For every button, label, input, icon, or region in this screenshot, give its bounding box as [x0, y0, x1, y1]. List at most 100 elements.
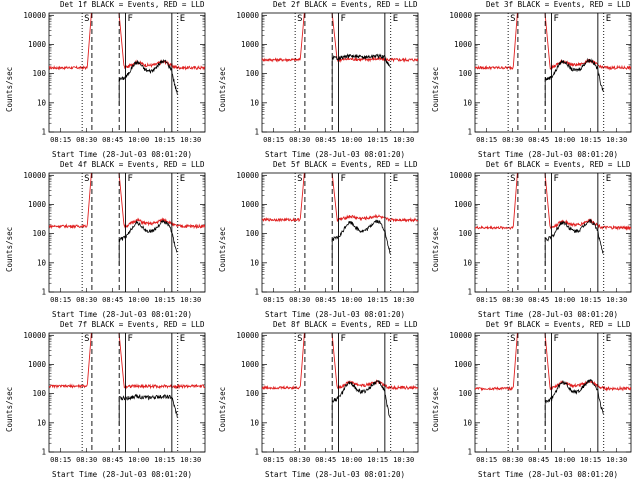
y-axis-label: Counts/sec: [431, 386, 440, 432]
lld-series-line: [262, 333, 418, 391]
x-tick-label: 10:00: [341, 136, 362, 144]
interval-marker-label: F: [553, 14, 558, 24]
panel-plot: 1 10 100 1000 10000 08:15 08:30 08:45 10:00 10:15…: [449, 171, 632, 304]
y-tick-label: 1: [41, 128, 46, 137]
events-series-line: [544, 57, 604, 106]
y-tick-label: 10000: [236, 171, 259, 180]
y-tick-label: 10: [250, 258, 260, 267]
events-series-line: [544, 218, 604, 266]
y-tick-label: 100: [458, 389, 472, 398]
lld-series-line: [49, 173, 205, 230]
interval-marker-label: F: [127, 334, 132, 344]
series-group: [475, 173, 631, 266]
x-tick-label: 10:00: [128, 456, 149, 464]
x-tick-label: 10:15: [154, 456, 175, 464]
y-tick-label: 10: [463, 258, 473, 267]
x-tick-label: 08:15: [263, 456, 284, 464]
y-tick-label: 1: [467, 288, 472, 297]
x-tick-label: 08:30: [289, 136, 310, 144]
x-tick-label: 10:30: [606, 456, 627, 464]
y-tick-label: 1000: [241, 360, 260, 369]
x-tick-label: 10:15: [580, 136, 601, 144]
y-tick-label: 10000: [449, 11, 472, 20]
x-tick-label: 10:30: [606, 296, 627, 304]
x-tick-label: 08:15: [476, 296, 497, 304]
x-tick-label: 10:00: [554, 456, 575, 464]
y-tick-label: 10: [37, 98, 47, 107]
x-tick-label: 08:45: [315, 136, 336, 144]
y-tick-label: 10: [463, 98, 473, 107]
y-tick-label: 1000: [241, 40, 260, 49]
x-tick-label: 10:30: [180, 136, 201, 144]
x-tick-label: 08:45: [315, 296, 336, 304]
x-tick-label: 08:45: [528, 456, 549, 464]
x-tick-label: 10:30: [180, 296, 201, 304]
y-tick-label: 1: [41, 448, 46, 457]
lld-series-line: [49, 333, 205, 390]
x-tick-label: 10:15: [580, 296, 601, 304]
plot-frame: [474, 332, 632, 453]
x-tick-label: 08:45: [528, 296, 549, 304]
interval-marker-label: S: [84, 174, 89, 184]
x-tick-label: 08:45: [102, 456, 123, 464]
interval-marker-label: S: [297, 14, 302, 24]
interval-marker-label: F: [127, 174, 132, 184]
events-series-line: [331, 53, 391, 106]
interval-marker-label: F: [340, 334, 345, 344]
x-axis-label: Start Time (28-Jul-03 08:01:20): [52, 150, 192, 159]
x-tick-label: 10:15: [580, 456, 601, 464]
y-tick-label: 10: [250, 418, 260, 427]
panel-title: Det 5f BLACK = Events, RED = LLD: [273, 160, 418, 169]
x-axis-label: Start Time (28-Jul-03 08:01:20): [478, 310, 618, 319]
x-tick-label: 08:30: [502, 456, 523, 464]
interval-marker-label: E: [180, 174, 185, 184]
detector-panel: 1 10 100 1000 10000 08:15 08:30 08:45 10:00 10:15…: [426, 160, 639, 320]
x-tick-label: 10:15: [154, 296, 175, 304]
detector-panel: 1 10 100 1000 10000 08:15 08:30 08:45 10:00 10:15…: [426, 0, 639, 160]
x-tick-label: 08:30: [502, 296, 523, 304]
y-axis-label: Counts/sec: [5, 66, 14, 112]
x-tick-label: 08:30: [76, 296, 97, 304]
y-axis-label: Counts/sec: [431, 226, 440, 272]
x-tick-label: 10:30: [393, 456, 414, 464]
y-tick-label: 100: [458, 229, 472, 238]
y-axis-label: Counts/sec: [218, 66, 227, 112]
x-tick-label: 08:15: [263, 136, 284, 144]
y-tick-label: 1: [254, 128, 259, 137]
y-axis-label: Counts/sec: [218, 386, 227, 432]
x-axis-label: Start Time (28-Jul-03 08:01:20): [265, 310, 405, 319]
lld-series-line: [49, 13, 205, 71]
x-tick-label: 10:30: [606, 136, 627, 144]
lld-series-line: [475, 333, 631, 392]
y-tick-label: 1: [254, 448, 259, 457]
series-group: [49, 13, 205, 106]
plot-frame: [261, 332, 419, 453]
y-axis-label: Counts/sec: [431, 66, 440, 112]
x-tick-label: 10:00: [341, 296, 362, 304]
y-tick-label: 100: [245, 69, 259, 78]
series-group: [262, 13, 418, 106]
x-tick-label: 08:15: [263, 296, 284, 304]
x-axis-label: Start Time (28-Jul-03 08:01:20): [478, 470, 618, 479]
y-tick-label: 10: [37, 258, 47, 267]
x-tick-label: 10:00: [554, 296, 575, 304]
y-tick-label: 10000: [449, 171, 472, 180]
series-group: [475, 13, 631, 106]
x-tick-label: 10:00: [128, 296, 149, 304]
x-tick-label: 08:30: [502, 136, 523, 144]
events-series-line: [331, 379, 391, 426]
y-tick-label: 1000: [454, 360, 473, 369]
x-tick-label: 10:15: [367, 456, 388, 464]
interval-marker-label: E: [393, 334, 398, 344]
lld-series-line: [475, 173, 631, 231]
panel-title: Det 6f BLACK = Events, RED = LLD: [486, 160, 631, 169]
events-series-line: [331, 219, 391, 266]
y-tick-label: 10000: [236, 331, 259, 340]
y-tick-label: 100: [32, 229, 46, 238]
x-tick-label: 10:30: [393, 136, 414, 144]
interval-marker-label: E: [180, 14, 185, 24]
series-group: [262, 333, 418, 426]
x-tick-label: 08:15: [50, 296, 71, 304]
interval-marker-label: F: [553, 334, 558, 344]
